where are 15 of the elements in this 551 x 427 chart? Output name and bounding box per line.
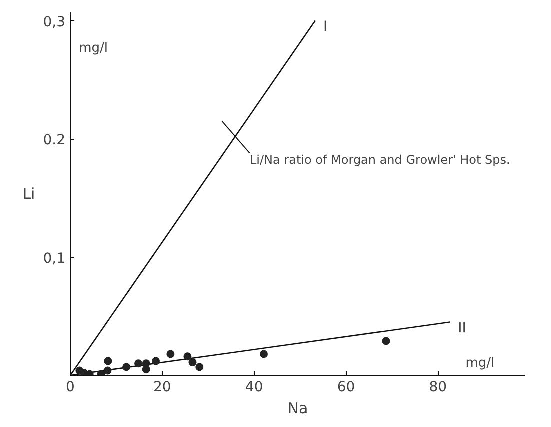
annotation: Li/Na ratio of Morgan and Growler' Hot Sps.: [250, 153, 510, 168]
x-tick-label: 80: [429, 380, 448, 396]
annotation: I: [323, 18, 328, 35]
x-tick-label: 60: [337, 380, 356, 396]
x-tick-label: 40: [245, 380, 264, 396]
x-tick-label: 20: [154, 380, 172, 396]
y-axis-title: Li: [22, 185, 36, 203]
annotation: mg/l: [79, 41, 108, 56]
x-axis-title: Na: [288, 400, 308, 418]
y-tick-label: 0,3: [43, 14, 66, 30]
annotation: II: [458, 320, 466, 336]
y-tick-label: 0.2: [43, 132, 66, 149]
y-tick-label: 0,1: [43, 250, 66, 267]
annotation: mg/l: [466, 356, 495, 371]
x-tick-label: 0: [66, 380, 75, 396]
